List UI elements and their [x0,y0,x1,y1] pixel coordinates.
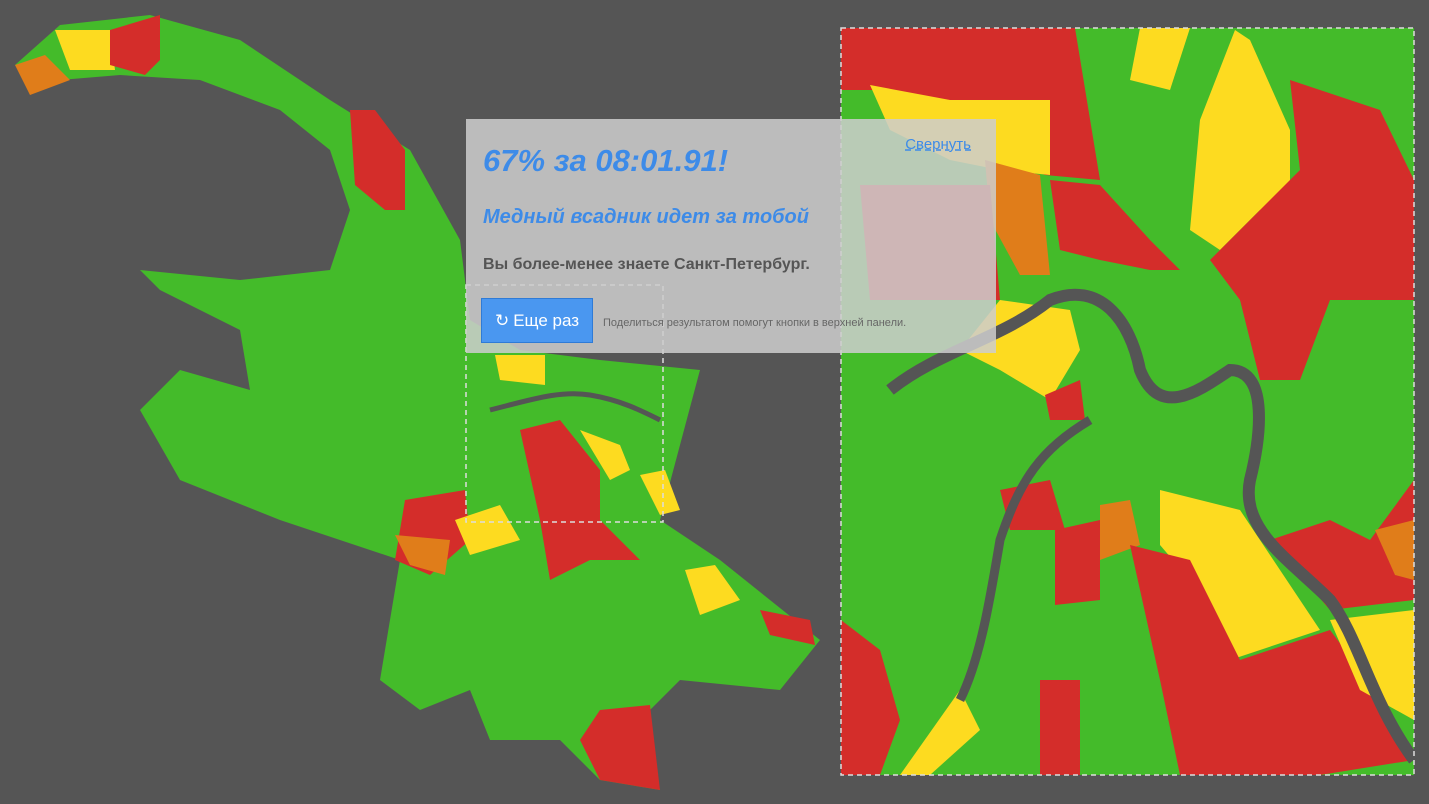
district [1055,520,1100,605]
collapse-link[interactable]: Свернуть [905,136,971,153]
retry-label: Еще раз [513,310,580,330]
river [886,288,1419,764]
district [1050,180,1180,270]
district [900,690,980,775]
district [1190,30,1290,250]
district [985,160,1050,275]
verdict: Медный всадник идет за тобой [483,206,809,228]
retry-button[interactable]: ↻ Еще раз [481,298,593,343]
river [489,391,662,423]
district [55,30,115,70]
district [1040,680,1080,775]
district [640,470,680,515]
district [1160,490,1320,660]
district [1130,28,1190,90]
district [520,420,640,580]
description: Вы более-менее знаете Санкт-Петербург. [483,256,810,273]
district [1375,520,1414,580]
district [580,705,660,790]
district [395,535,450,575]
river [955,416,1093,703]
district [1210,80,1414,380]
share-hint: Поделиться результатом помогут кнопки в … [603,317,907,329]
district [15,15,820,790]
district [580,430,630,480]
district [1045,380,1085,420]
district [685,565,740,615]
district [350,110,405,210]
district [15,55,70,95]
city-overview [15,15,820,790]
district [455,505,520,555]
district [841,620,900,775]
retry-icon: ↻ [494,310,510,330]
district [110,15,160,75]
district [1130,545,1414,775]
result-panel: 67% за 08:01.91! Свернуть Медный всадник… [466,119,996,353]
district [760,610,815,645]
zoom-frame [465,284,664,523]
district [495,355,545,385]
score: 67% за 08:01.91! [483,143,729,178]
zoom-frame [840,27,1415,776]
